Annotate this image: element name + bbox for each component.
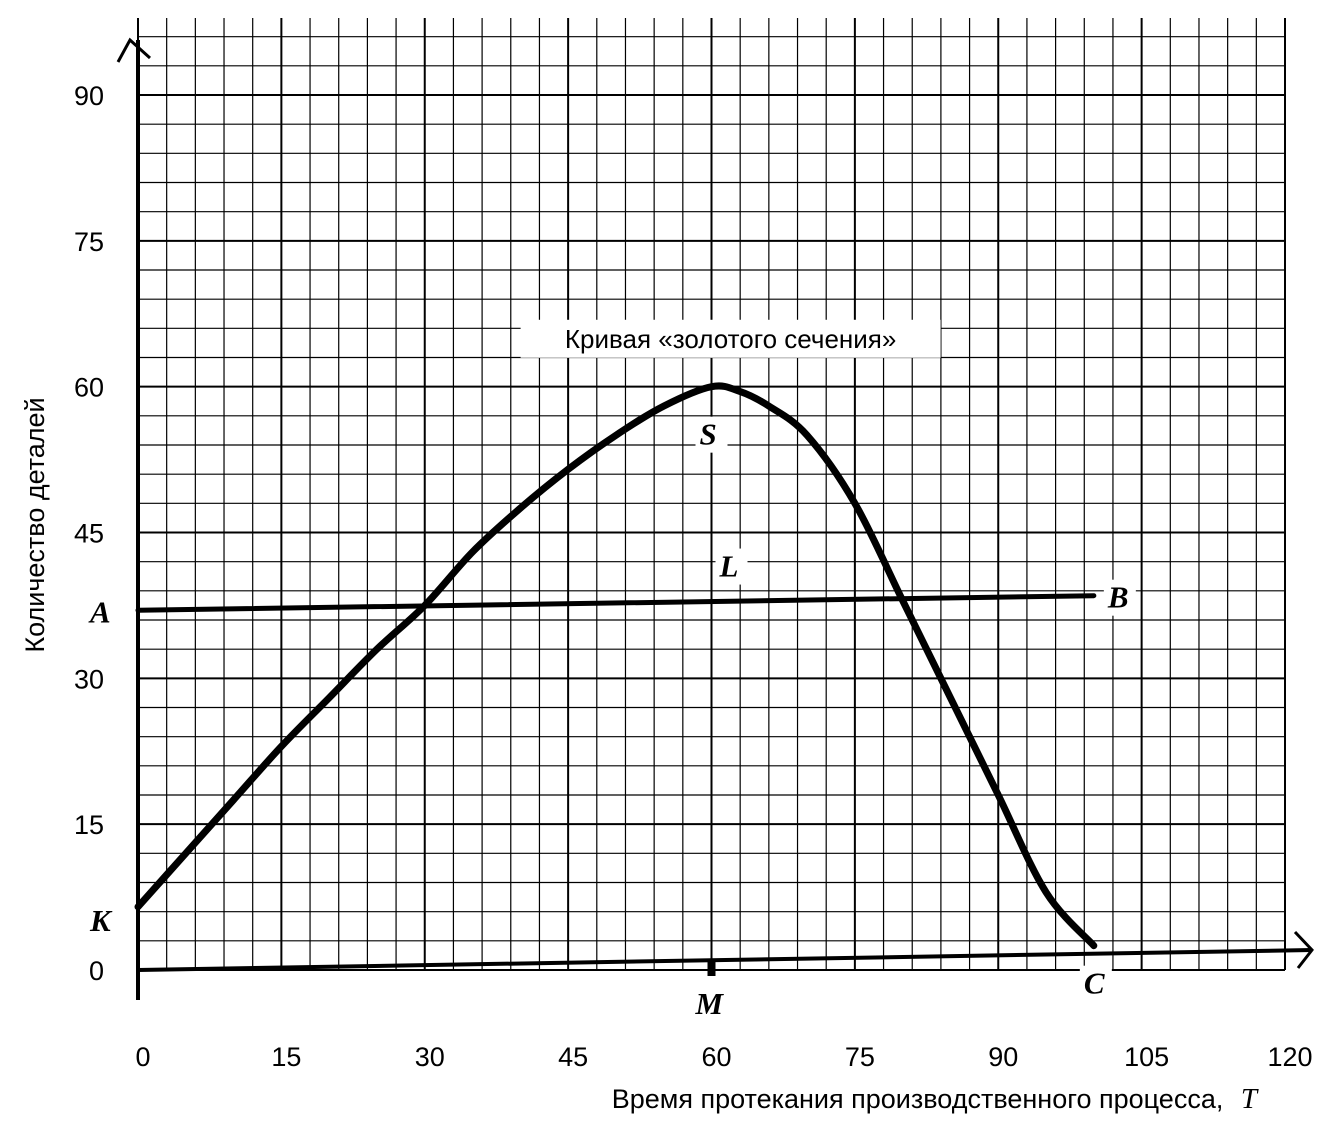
point-label-c: C xyxy=(1084,966,1105,1001)
point-label-halo xyxy=(715,548,748,585)
annotation-background xyxy=(520,319,941,358)
series xyxy=(134,376,1098,970)
x-axis-arrow xyxy=(1293,930,1314,969)
point-label-m: M xyxy=(695,986,725,1021)
tick-labels: 0 15 30 45 60 75 90 105 120 0 15 30 45 60 75 90 xyxy=(74,81,1313,1072)
y-tick-label: 90 xyxy=(74,81,104,111)
y-tick-label: 0 xyxy=(89,956,104,986)
x-tick-label: 120 xyxy=(1267,1042,1312,1072)
line-ab xyxy=(135,593,1097,613)
annotation: Кривая «золотого сечения» xyxy=(520,319,941,358)
x-axis-label-symbol: T xyxy=(1241,1083,1259,1115)
x-tick-label: 0 xyxy=(135,1042,150,1072)
point-label-halo xyxy=(1103,579,1136,616)
point-label-halo xyxy=(695,416,728,453)
y-tick-label: 75 xyxy=(74,227,104,257)
curve-annotation: Кривая «золотого сечения» xyxy=(565,324,896,354)
x-axis-label: Время протекания производственного проце… xyxy=(612,1083,1259,1115)
x-tick-label: 60 xyxy=(701,1042,731,1072)
x-tick-label: 105 xyxy=(1124,1042,1169,1072)
point-labels: K A B S L M C Кривая «золотого сечения» xyxy=(86,319,1136,1022)
x-tick-label: 90 xyxy=(988,1042,1018,1072)
y-axis-arrow xyxy=(116,37,152,63)
x-tick-label: 15 xyxy=(271,1042,301,1072)
x-tick-label: 75 xyxy=(845,1042,875,1072)
y-axis-label: Количество деталей xyxy=(20,397,50,652)
m-axis-marker xyxy=(707,960,716,976)
y-tick-label: 30 xyxy=(74,664,104,694)
point-label-l: L xyxy=(719,549,739,584)
axes xyxy=(116,37,1314,1000)
point-label-s: S xyxy=(700,417,717,452)
grid xyxy=(137,18,1286,971)
point-label-k: K xyxy=(89,903,113,938)
x-axis-line xyxy=(137,948,1313,972)
y-tick-label: 45 xyxy=(74,519,104,549)
x-tick-label: 45 xyxy=(558,1042,588,1072)
point-label-a: A xyxy=(88,594,111,629)
point-label-halo xyxy=(1079,965,1112,1002)
axis-labels: Количество деталей Время протекания прои… xyxy=(20,397,1259,1115)
y-tick-label: 15 xyxy=(74,810,104,840)
x-axis-label-text: Время протекания производственного проце… xyxy=(612,1084,1224,1114)
point-label-b: B xyxy=(1107,580,1129,615)
y-tick-label: 60 xyxy=(74,373,104,403)
x-tick-label: 30 xyxy=(415,1042,445,1072)
point-label-halo xyxy=(86,594,118,631)
golden-section-curve xyxy=(134,382,1098,950)
point-label-halo xyxy=(691,986,724,1022)
point-label-halo xyxy=(86,902,118,939)
